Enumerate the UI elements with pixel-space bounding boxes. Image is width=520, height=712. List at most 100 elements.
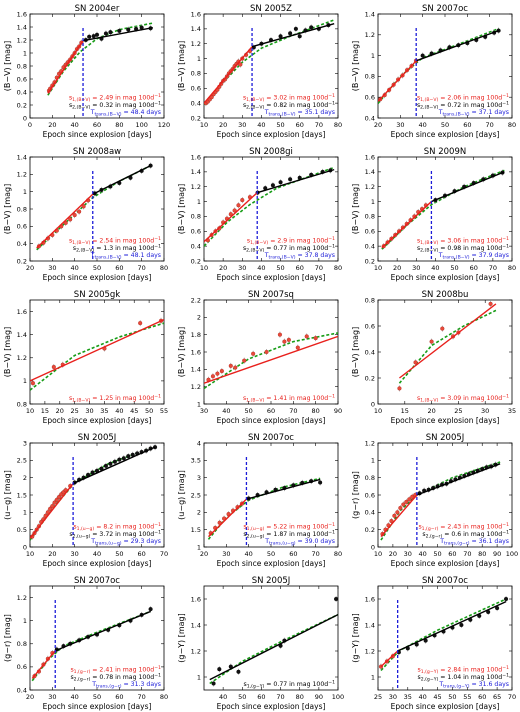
panel-title: SN 2005Z — [250, 4, 292, 14]
y-tick-label: 0.8 — [191, 70, 201, 78]
slope-annotation: s1,(g−r) = 2.41 in mag 100d−1 — [70, 665, 161, 675]
late-fit-line — [415, 29, 499, 62]
data-point — [313, 336, 318, 341]
early-fit-line — [36, 193, 94, 249]
plot-frame — [29, 156, 165, 262]
x-tick-label: 35 — [404, 693, 412, 701]
data-point — [395, 510, 400, 515]
panel-title: SN 2005J — [252, 576, 291, 586]
x-tick-label: 30 — [71, 550, 79, 558]
late-fit-line — [251, 22, 335, 48]
y-tick-label: 1 — [23, 188, 27, 196]
y-axis-label: (B−V) [mag] — [3, 327, 12, 377]
y-tick-label: 1 — [23, 49, 27, 57]
plot-area — [378, 27, 501, 118]
smooth-fit-line — [398, 309, 497, 384]
y-tick-label: 0.2 — [365, 374, 375, 382]
y-tick-label: 4 — [197, 439, 201, 447]
transition-annotation: Ttrans,(g−Y) = 31.6 days — [438, 681, 509, 690]
y-tick-label: 0.4 — [365, 509, 375, 517]
plot-area — [380, 457, 501, 547]
x-tick-label: 55 — [463, 693, 471, 701]
panel-title: SN 2007oc — [422, 576, 468, 586]
plot-area — [397, 300, 497, 392]
y-tick-label: 1.6 — [365, 153, 375, 161]
data-point — [94, 32, 100, 37]
y-tick-label: 0.2 — [191, 257, 201, 265]
transition-annotation: Ttrans,(B−V) = 37.9 days — [438, 252, 509, 261]
x-tick-label: 45 — [130, 407, 138, 415]
y-tick-label: 1 — [197, 55, 201, 63]
panel-14: SN 2005J (g−Y) [mag] Epoch since explosion… — [177, 576, 344, 711]
y-tick-label: 0.4 — [365, 114, 375, 122]
x-axis-label: Epoch since explosion [days] — [391, 273, 500, 282]
x-tick-label: 0 — [28, 121, 32, 129]
x-tick-label: 20 — [389, 550, 397, 558]
x-tick-label: 20 — [219, 264, 227, 272]
x-tick-label: 100 — [135, 121, 147, 129]
x-tick-label: 20 — [26, 264, 34, 272]
x-tick-label: 80 — [296, 693, 304, 701]
data-point — [77, 209, 82, 214]
x-tick-label: 60 — [115, 693, 123, 701]
panel-9: SN 2008bu (B−V) [mag] Epoch since explosio… — [351, 290, 516, 425]
data-point — [126, 27, 131, 32]
panel-2: SN 2005Z (B−V) [mag] Epoch since explosion… — [177, 4, 342, 139]
x-tick-label: 60 — [470, 264, 478, 272]
x-tick-label: 25 — [374, 693, 382, 701]
panel-1: SN 2004er (B−V) [mag] Epoch since explosio… — [3, 4, 170, 139]
x-axis-label: Epoch since explosion [days] — [43, 416, 152, 425]
data-point — [81, 204, 86, 209]
y-tick-label: 0.8 — [191, 213, 201, 221]
y-tick-label: 1.8 — [191, 331, 201, 339]
y-tick-label: 0 — [371, 400, 375, 408]
x-tick-label: 60 — [478, 693, 486, 701]
y-tick-label: 1.4 — [17, 153, 27, 161]
x-tick-label: 50 — [238, 693, 246, 701]
panel-13: SN 2007oc (g−r) [mag] Epoch since explosio… — [3, 576, 168, 711]
x-tick-label: 20 — [48, 550, 56, 558]
data-point — [440, 326, 445, 331]
x-tick-label: 80 — [312, 407, 320, 415]
x-tick-label: 10 — [374, 407, 382, 415]
data-point — [318, 480, 323, 485]
early-fit-line — [30, 483, 74, 539]
plot-area — [204, 331, 338, 390]
panel-title: SN 2007oc — [422, 4, 468, 14]
late-fit-line — [92, 165, 151, 195]
y-tick-label: 1 — [371, 198, 375, 206]
data-point — [121, 456, 126, 461]
transition-annotation: Ttrans,(g−r) = 31.3 days — [91, 681, 161, 690]
y-axis-label: (B−V) [mag] — [351, 184, 360, 234]
x-tick-label: 40 — [257, 121, 265, 129]
y-tick-label: 1.2 — [17, 171, 27, 179]
x-tick-label: 15 — [401, 407, 409, 415]
x-tick-label: 50 — [93, 693, 101, 701]
x-tick-label: 80 — [334, 121, 342, 129]
y-tick-label: 1.6 — [191, 595, 201, 603]
late-fit-line — [72, 446, 156, 485]
x-tick-label: 60 — [138, 550, 146, 558]
x-tick-label: 70 — [315, 264, 323, 272]
x-tick-label: 30 — [481, 407, 489, 415]
data-point — [210, 374, 215, 379]
slope-annotation: s2,(B−V) = 0.82 in mag 100d−1 — [243, 100, 335, 110]
x-tick-label: 60 — [115, 264, 123, 272]
y-tick-label: 0.8 — [365, 73, 375, 81]
early-fit-line — [204, 46, 253, 104]
y-tick-label: 1.2 — [191, 647, 201, 655]
x-tick-label: 40 — [257, 264, 265, 272]
x-tick-label: 80 — [508, 264, 516, 272]
plot-frame — [29, 585, 165, 691]
y-tick-label: 3.5 — [191, 457, 201, 465]
x-tick-label: 10 — [26, 550, 34, 558]
x-axis-label: Epoch since explosion [days] — [217, 416, 326, 425]
x-tick-label: 60 — [93, 121, 101, 129]
plot-frame — [377, 156, 513, 262]
x-tick-label: 40 — [219, 693, 227, 701]
x-axis-label: Epoch since explosion [days] — [217, 130, 326, 139]
x-tick-label: 80 — [508, 121, 516, 129]
y-tick-label: 1 — [371, 457, 375, 465]
x-tick-label: 30 — [48, 693, 56, 701]
plot-frame — [29, 442, 165, 548]
